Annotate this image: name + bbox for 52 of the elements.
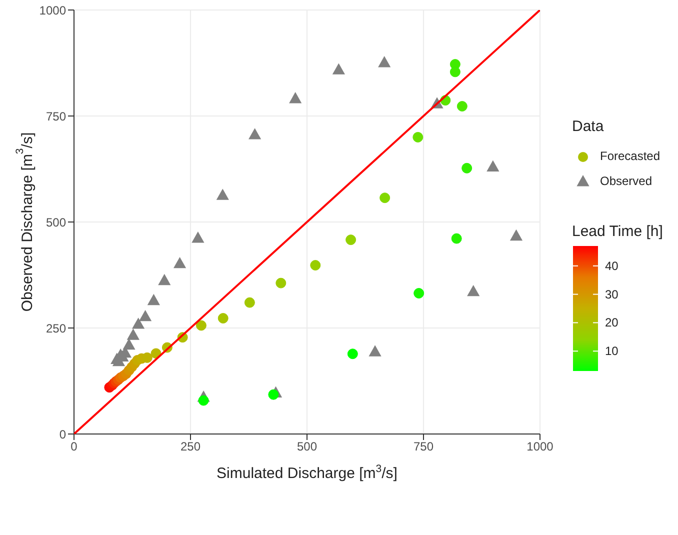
color-bar-label: 10 xyxy=(605,344,619,358)
point xyxy=(346,234,356,246)
x-tick-label: 500 xyxy=(296,440,318,454)
point xyxy=(198,395,209,406)
point xyxy=(158,274,171,286)
point xyxy=(456,101,468,112)
x-axis-title: Simulated Discharge [m$^{3}$/s] xyxy=(216,463,398,482)
point xyxy=(248,128,262,140)
legend-title: Data xyxy=(572,118,605,135)
point xyxy=(347,348,358,360)
point xyxy=(216,188,229,200)
point xyxy=(451,233,462,244)
color-bar-label: 40 xyxy=(605,258,619,273)
point xyxy=(126,328,140,340)
y-tick-label: 750 xyxy=(46,109,66,124)
point xyxy=(510,229,523,241)
point xyxy=(173,256,186,268)
point xyxy=(218,313,228,324)
point xyxy=(414,288,424,298)
point xyxy=(368,345,382,356)
point xyxy=(486,160,500,172)
y-tick-label: 1000 xyxy=(39,3,66,18)
point xyxy=(196,320,206,331)
x-tick-label: 750 xyxy=(413,440,434,454)
point xyxy=(378,56,391,68)
x-tick-label: 0 xyxy=(70,440,78,454)
point xyxy=(462,162,472,174)
point xyxy=(192,232,204,243)
point xyxy=(122,338,136,350)
x-tick-label: 250 xyxy=(180,440,201,454)
point xyxy=(268,389,279,400)
legend-label: Forecasted xyxy=(600,148,660,162)
point xyxy=(132,318,145,329)
point xyxy=(139,310,152,322)
point xyxy=(467,284,480,296)
point xyxy=(276,278,286,288)
point xyxy=(332,63,345,74)
point xyxy=(244,297,255,308)
color-bar-title: Lead Time [h] xyxy=(572,223,663,240)
y-tick-label: 0 xyxy=(59,427,66,442)
color-bar-label: 30 xyxy=(605,287,619,302)
color-bar-label: 20 xyxy=(605,316,619,330)
y-tick-label: 500 xyxy=(46,215,66,230)
point xyxy=(450,66,460,78)
legend-label: Observed xyxy=(600,174,652,188)
point xyxy=(412,132,424,142)
y-tick-label: 250 xyxy=(46,321,66,336)
point xyxy=(289,92,302,104)
point xyxy=(310,260,321,270)
point xyxy=(147,294,160,306)
x-tick-label: 1000 xyxy=(526,440,554,454)
point xyxy=(380,192,390,204)
